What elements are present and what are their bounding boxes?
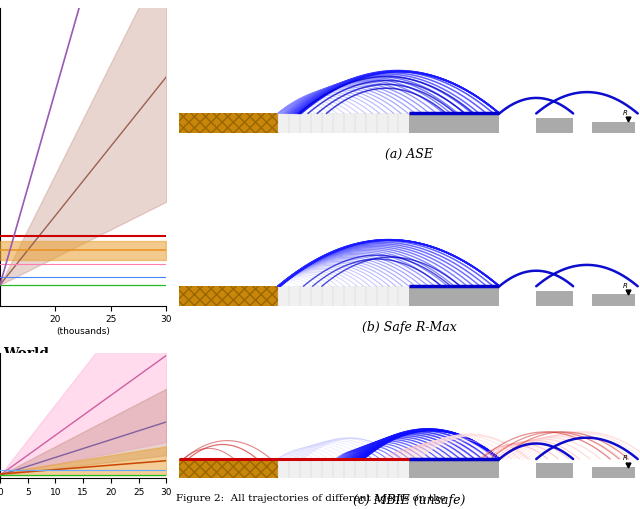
Text: R: R bbox=[623, 282, 628, 289]
Bar bbox=[179, 459, 278, 478]
Title: (c) MBIE (unsafe): (c) MBIE (unsafe) bbox=[353, 494, 465, 506]
Bar bbox=[536, 118, 573, 133]
Bar bbox=[179, 286, 278, 306]
Bar bbox=[536, 291, 573, 306]
Bar bbox=[536, 463, 573, 478]
Bar bbox=[179, 286, 278, 306]
Bar bbox=[410, 114, 499, 133]
Bar bbox=[179, 114, 278, 133]
Bar bbox=[591, 294, 636, 306]
Title: (a) ASE: (a) ASE bbox=[385, 148, 433, 161]
Bar bbox=[278, 286, 410, 306]
Bar bbox=[179, 114, 278, 133]
Text: R: R bbox=[623, 456, 628, 461]
Bar bbox=[410, 286, 499, 306]
Bar bbox=[591, 122, 636, 133]
Bar bbox=[278, 114, 410, 133]
Text: R: R bbox=[623, 110, 628, 116]
Bar bbox=[591, 467, 636, 478]
Text: Figure 2:  All trajectories of different agents on the: Figure 2: All trajectories of different … bbox=[176, 494, 446, 503]
Text: World: World bbox=[3, 347, 49, 361]
Bar bbox=[179, 459, 278, 478]
Bar bbox=[410, 459, 499, 478]
Bar bbox=[278, 459, 410, 478]
X-axis label: (thousands): (thousands) bbox=[56, 327, 110, 336]
Title: (b) Safe R-Max: (b) Safe R-Max bbox=[362, 321, 457, 334]
